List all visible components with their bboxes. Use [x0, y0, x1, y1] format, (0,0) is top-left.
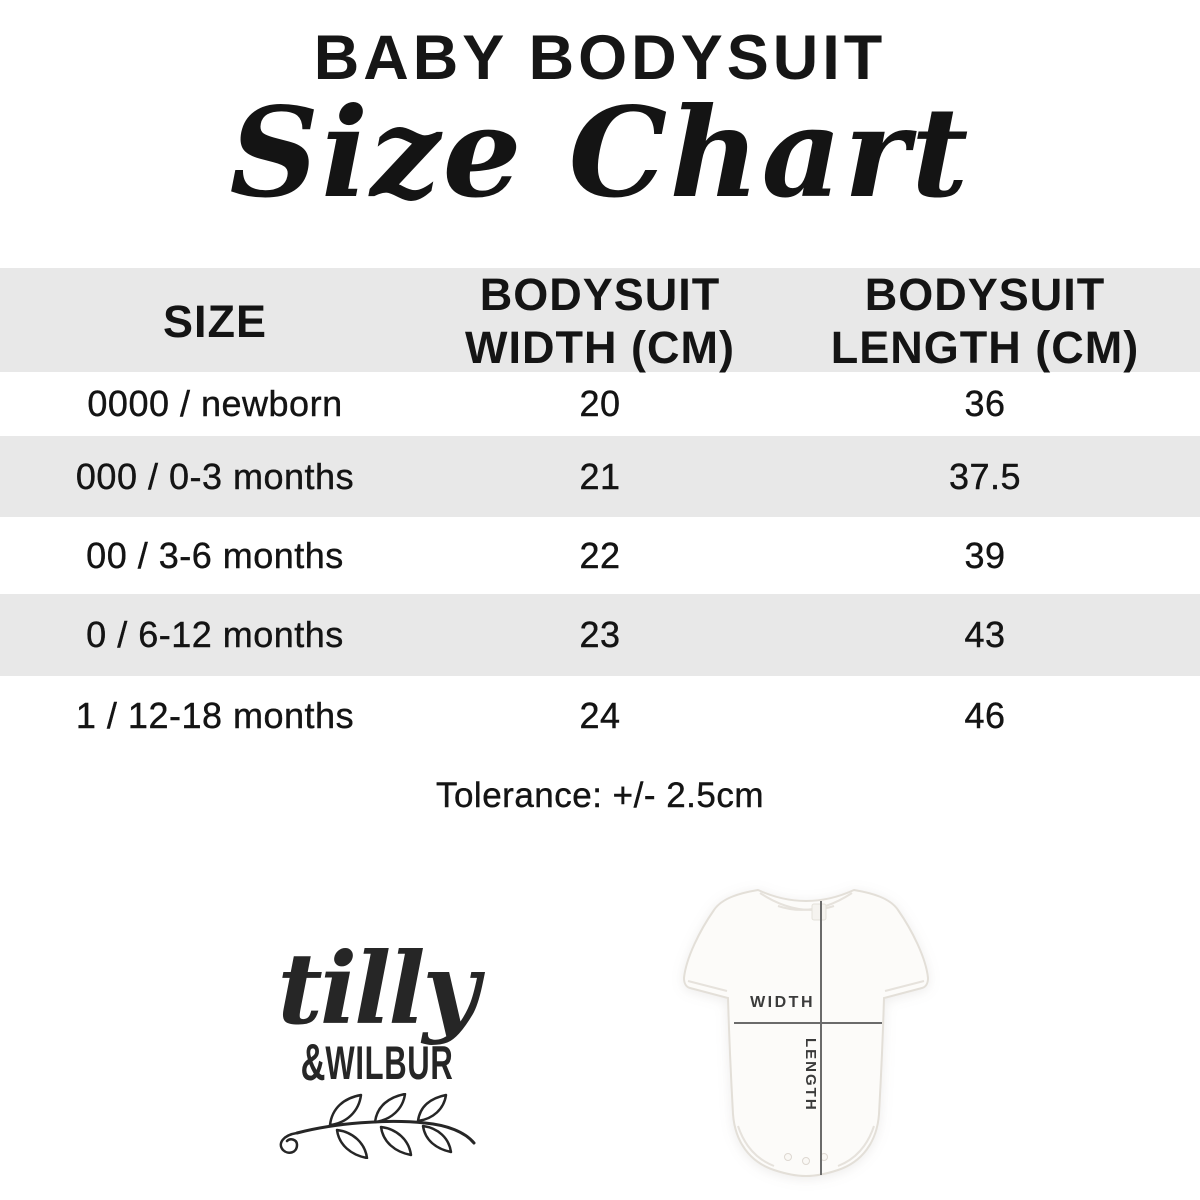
logo-caps-row: & WILBUR — [300, 1034, 454, 1092]
width-cell: 23 — [579, 614, 621, 655]
table-row: 0000 / newborn 20 36 — [0, 372, 1200, 436]
neck-tag — [811, 903, 827, 921]
laurel-branch-icon — [279, 1093, 475, 1159]
laurel-spiral — [279, 1131, 298, 1154]
table-row: 000 / 0-3 months 21 37.5 — [0, 436, 1200, 517]
brand-logo: tilly & WILBUR — [262, 935, 492, 1159]
table-row: 0 / 6-12 months 23 43 — [0, 594, 1200, 676]
leg-hem-right — [837, 1125, 875, 1167]
laurel-leaf — [421, 1124, 452, 1154]
length-cell: 46 — [964, 695, 1006, 736]
laurel-stem — [295, 1119, 475, 1145]
sleeve-hem-left — [687, 980, 728, 992]
laurel-leaf — [335, 1128, 368, 1159]
width-cell: 21 — [579, 455, 621, 497]
bodysuit-figure: WIDTH LENGTH — [676, 886, 938, 1182]
header-size: SIZE — [162, 295, 268, 347]
laurel-leaf — [416, 1093, 447, 1123]
size-cell: 0 / 6-12 months — [86, 614, 344, 655]
table-header-row: SIZE BODYSUIT WIDTH (CM) BODYSUIT LENGTH… — [0, 268, 1200, 374]
width-cell: 22 — [579, 534, 621, 576]
leg-hem-left — [737, 1125, 775, 1167]
size-cell: 000 / 0-3 months — [75, 455, 355, 497]
logo-name-caps: WILBUR — [325, 1036, 454, 1089]
width-cell: 24 — [579, 695, 621, 736]
width-label: WIDTH — [750, 994, 815, 1011]
laurel-leaf — [328, 1093, 362, 1127]
logo-name-script: tilly — [277, 932, 480, 1047]
logo-ampersand: & — [300, 1034, 326, 1092]
table-row: 1 / 12-18 months 24 46 — [0, 676, 1200, 756]
length-cell: 43 — [964, 614, 1006, 655]
neck-fold-left — [759, 892, 835, 911]
snap-button — [802, 1157, 810, 1165]
table-row: 00 / 3-6 months 22 39 — [0, 517, 1200, 594]
page-subtitle-script: Size Chart — [229, 81, 971, 226]
size-cell: 00 / 3-6 months — [86, 534, 344, 576]
bodysuit-illustration — [682, 888, 930, 1178]
length-label: LENGTH — [802, 1038, 819, 1112]
header-length: BODYSUIT LENGTH (CM) — [830, 269, 1140, 374]
width-cell: 20 — [579, 383, 621, 424]
length-cell: 39 — [964, 534, 1006, 576]
sleeve-hem-right — [884, 980, 925, 992]
bodysuit-body — [682, 888, 930, 1178]
size-table: SIZE BODYSUIT WIDTH (CM) BODYSUIT LENGTH… — [0, 268, 1200, 756]
bodysuit-figure-svg: WIDTH LENGTH — [682, 888, 930, 1178]
laurel-leaf — [373, 1093, 406, 1124]
length-cell: 37.5 — [948, 455, 1022, 497]
snap-button — [784, 1153, 792, 1161]
page-title: BABY BODYSUIT — [313, 23, 887, 93]
size-cell: 1 / 12-18 months — [75, 695, 355, 736]
laurel-leaf — [379, 1125, 412, 1157]
tolerance-note: Tolerance: +/- 2.5cm — [435, 776, 765, 815]
size-cell: 0000 / newborn — [87, 383, 343, 424]
header-width: BODYSUIT WIDTH (CM) — [465, 269, 735, 374]
length-cell: 36 — [964, 383, 1006, 424]
